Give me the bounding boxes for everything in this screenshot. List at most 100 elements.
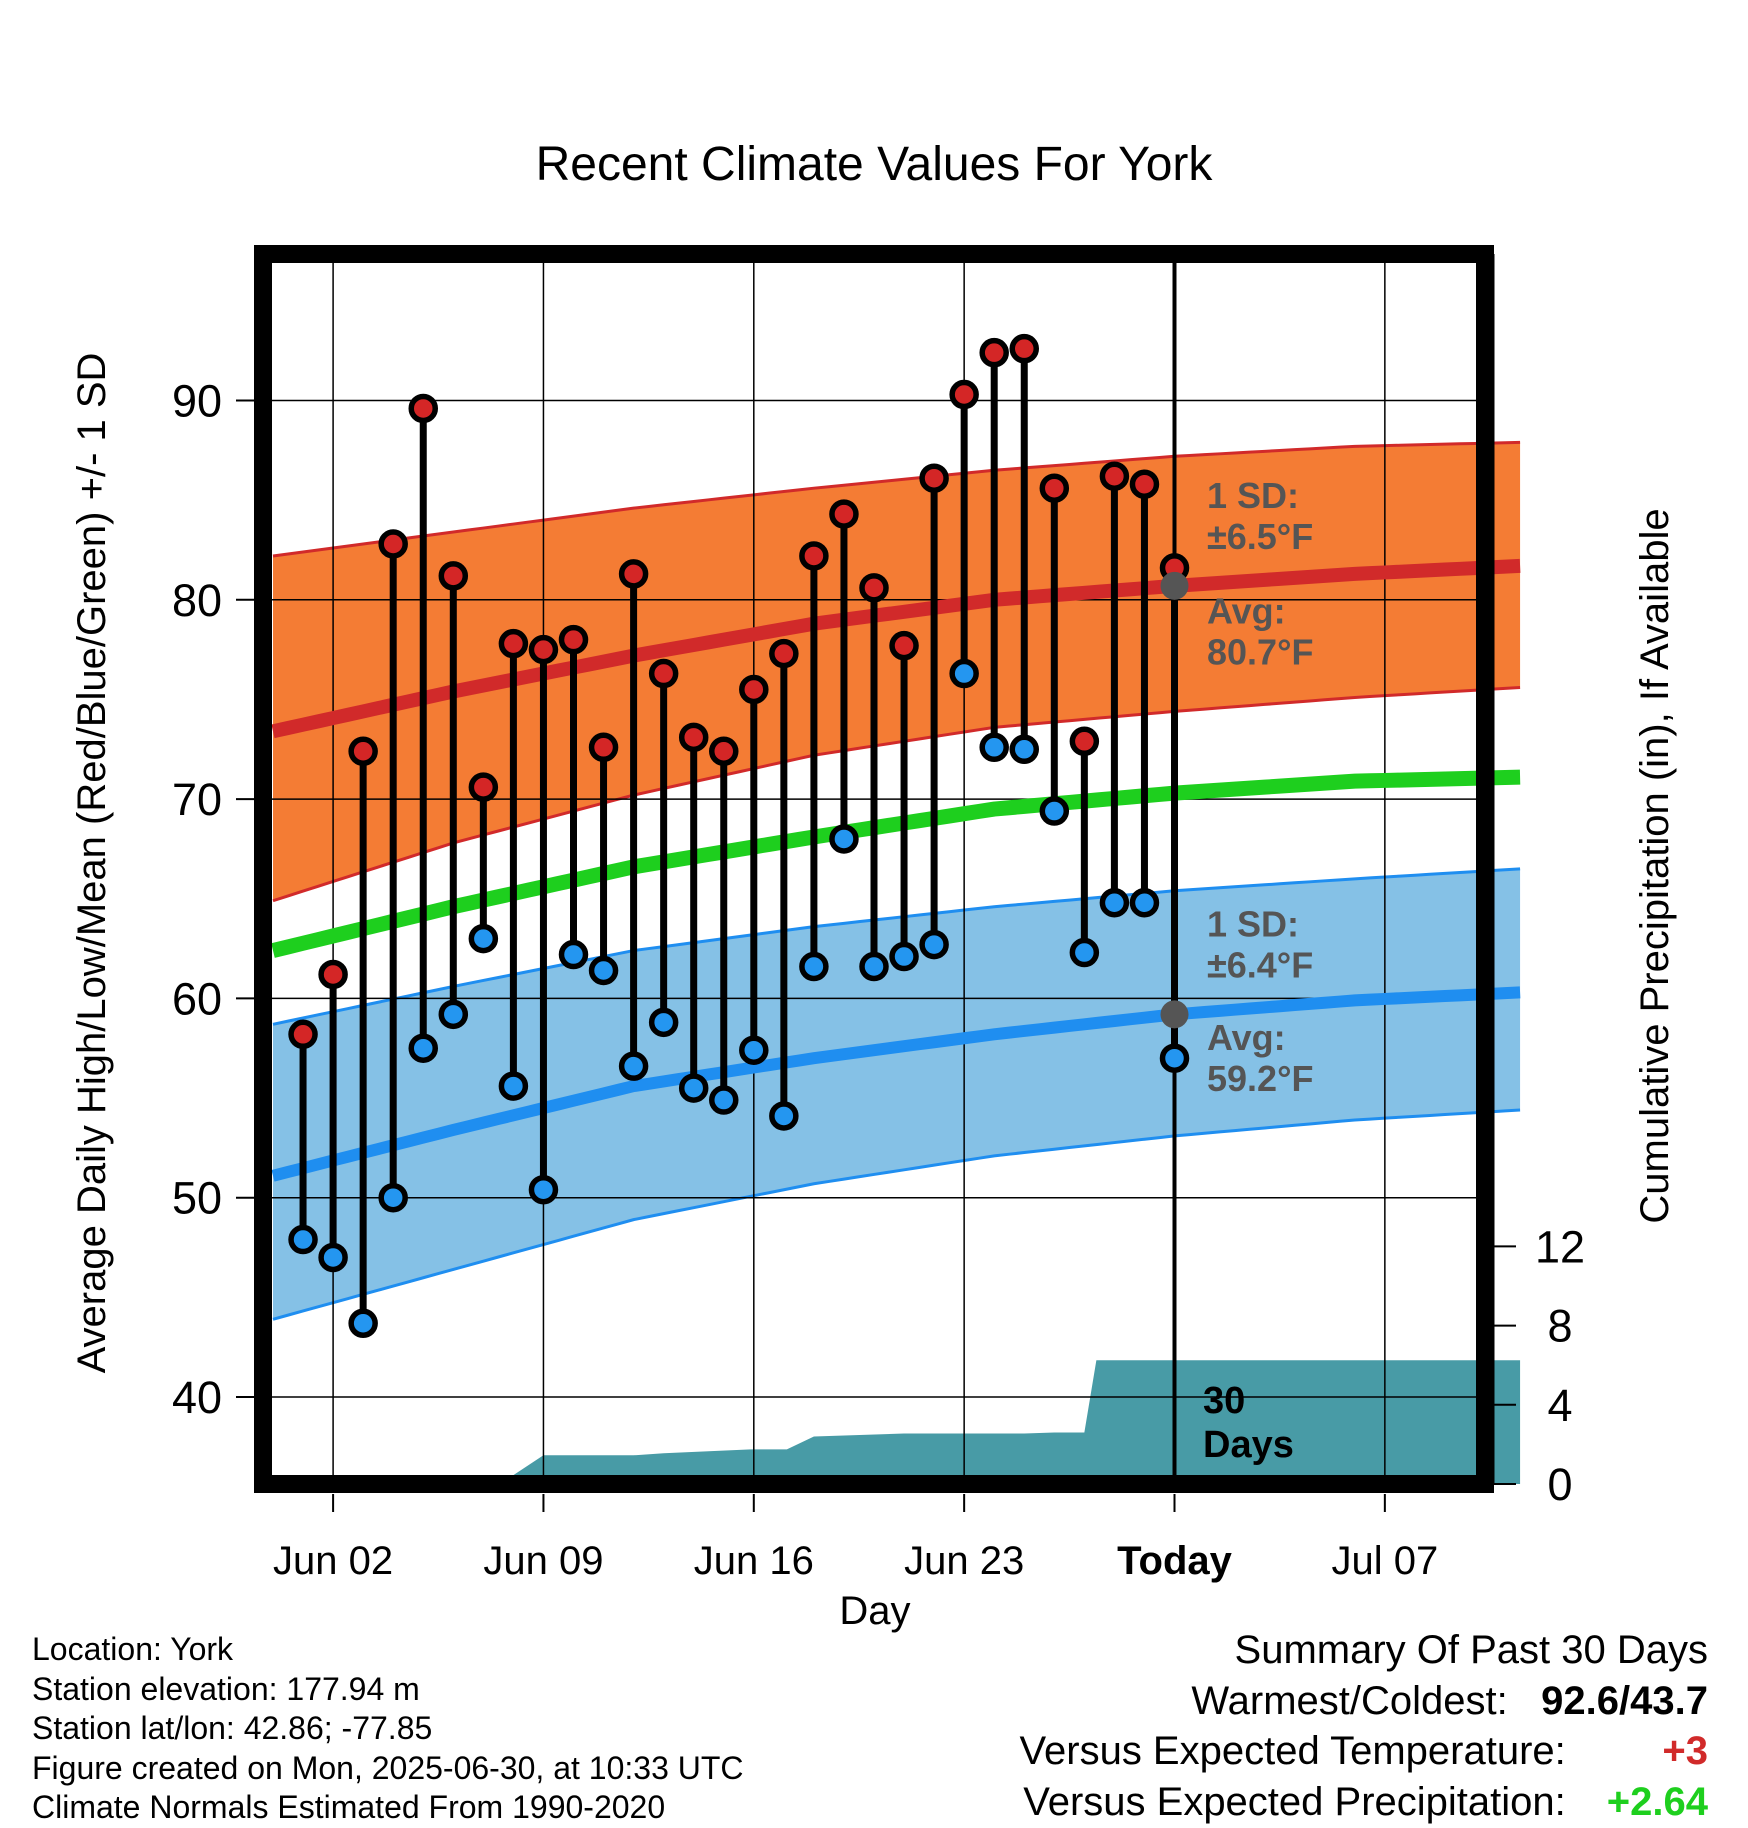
low-point [618, 1051, 649, 1081]
low-point [1159, 1043, 1190, 1073]
x-tick-label: Jun 16 [694, 1539, 814, 1583]
low-sd-band [273, 868, 1521, 1320]
x-tick-label: Jun 02 [273, 1539, 393, 1583]
warm-cold-value: 92.6/43.7 [1541, 1678, 1708, 1723]
high-point [829, 499, 859, 529]
avg-low-line [271, 986, 1521, 1182]
location-text: Location: York [32, 1631, 234, 1667]
high-point [648, 658, 679, 689]
high-point [528, 634, 559, 665]
low-point [889, 941, 919, 972]
low-point [438, 999, 469, 1030]
low-point [318, 1242, 348, 1273]
high-point [678, 722, 709, 753]
high-point [288, 1019, 318, 1050]
high-point [709, 736, 739, 767]
low-point [919, 929, 949, 960]
high-point [498, 628, 529, 659]
created-text: Figure created on Mon, 2025-06-30, at 10… [32, 1749, 744, 1786]
high-point [979, 337, 1009, 368]
y-tick-label: 50 [172, 1173, 222, 1224]
sd-annotation: 1 SD: ±6.5°F [1207, 475, 1313, 557]
high-point [1129, 469, 1160, 499]
low-point [588, 955, 619, 986]
today-avg-marker [1160, 1000, 1189, 1029]
y2-tick-label: 8 [1547, 1301, 1572, 1352]
low-point [769, 1101, 799, 1131]
low-point [558, 939, 589, 970]
x-axis-label: Day [839, 1589, 910, 1633]
low-point [859, 951, 889, 982]
y2-tick-label: 12 [1535, 1221, 1585, 1272]
elevation-text: Station elevation: 177.94 m [32, 1670, 420, 1707]
low-point [648, 1007, 679, 1038]
summary-panel: Summary Of Past 30 Days Warmest/Coldest:… [1020, 1625, 1708, 1827]
low-point [1039, 796, 1070, 826]
temp-value: +3 [1662, 1729, 1708, 1773]
y-tick-label: 90 [172, 376, 222, 427]
low-sd-band-lower-edge [272, 1108, 1521, 1321]
x-tick-label: Jul 07 [1331, 1539, 1438, 1583]
low-point [1129, 887, 1160, 918]
low-point [468, 923, 499, 954]
warm-cold-label: Warmest/Coldest: [1191, 1678, 1508, 1723]
low-point [1099, 887, 1130, 918]
high-point [1039, 473, 1070, 503]
low-point [498, 1071, 529, 1101]
warm-cold-row: Warmest/Coldest: 92.6/43.7 [1020, 1676, 1708, 1727]
high-point [468, 772, 499, 802]
sd-annotation: 1 SD: ±6.4°F [1207, 904, 1313, 986]
low-point [709, 1085, 739, 1115]
y2-tick-label: 4 [1547, 1380, 1572, 1431]
high-point [588, 732, 619, 763]
high-point [859, 573, 889, 603]
temp-row: Versus Expected Temperature: +3 [1020, 1726, 1708, 1777]
low-point [739, 1035, 769, 1065]
y2-tick-label: 0 [1547, 1459, 1572, 1510]
high-point [1099, 461, 1130, 491]
precip-label: Versus Expected Precipitation: [1023, 1779, 1566, 1824]
summary-title: Summary Of Past 30 Days [1234, 1628, 1708, 1672]
high-point [739, 674, 769, 705]
low-point [799, 951, 829, 982]
high-point [769, 638, 799, 669]
low-sd-band-upper-edge [272, 867, 1521, 1026]
high-point [558, 624, 589, 655]
avg-high-line [271, 558, 1521, 739]
low-point [678, 1073, 709, 1103]
high-point [889, 630, 919, 661]
high-point [919, 463, 949, 493]
low-point [288, 1224, 318, 1255]
high-point [408, 393, 438, 424]
low-point [348, 1308, 378, 1339]
precip-value: +2.64 [1606, 1779, 1708, 1824]
high-point [1009, 333, 1039, 364]
precip-row: Versus Expected Precipitation: +2.64 [1020, 1777, 1708, 1828]
y-tick-label: 60 [172, 973, 222, 1024]
high-point [318, 959, 348, 990]
x-tick-label: Jun 23 [904, 1539, 1024, 1583]
y-tick-label: 40 [172, 1372, 222, 1423]
today-avg-marker [1160, 571, 1189, 600]
sd-annotation: Avg: 80.7°F [1207, 591, 1313, 673]
low-point [949, 658, 979, 689]
high-point [949, 379, 979, 410]
y2-axis-label: Cumulative Precipitation (in), If Availa… [1633, 508, 1677, 1223]
low-point [378, 1182, 408, 1213]
chart-title: Recent Climate Values For York [536, 138, 1214, 191]
y-tick-label: 70 [172, 774, 222, 825]
precip-area [273, 1360, 1521, 1484]
low-point [1009, 734, 1039, 765]
x-tick-label: Jun 09 [483, 1539, 603, 1583]
high-point [378, 529, 408, 559]
normals-text: Climate Normals Estimated From 1990-2020 [32, 1789, 666, 1825]
high-point [618, 559, 649, 589]
low-point [528, 1174, 559, 1205]
high-sd-band-upper-edge [272, 440, 1521, 558]
low-point [408, 1033, 438, 1063]
high-point [799, 541, 829, 571]
low-point [829, 824, 859, 854]
latlon-text: Station lat/lon: 42.86; -77.85 [32, 1710, 433, 1746]
high-point [348, 736, 378, 767]
